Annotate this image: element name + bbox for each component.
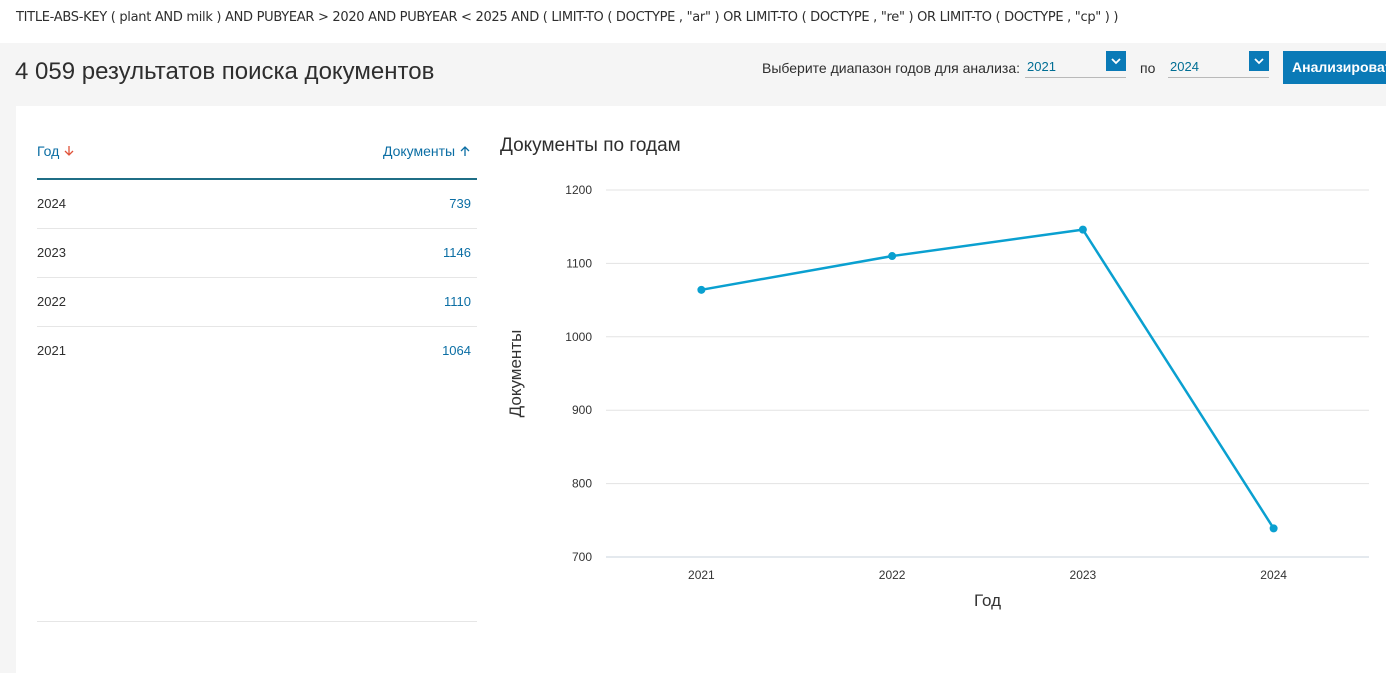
data-point bbox=[888, 252, 897, 261]
table-row: 2021 1064 bbox=[37, 326, 477, 375]
documents-by-year-chart: 700 800 900 1000 1100 1200 2021 2022 2023 2024 Год… bbox=[506, 183, 1369, 610]
table-row: 2023 1146 bbox=[37, 228, 477, 278]
y-tick-label: 700 bbox=[572, 550, 592, 564]
search-query: TITLE-ABS-KEY ( plant AND milk ) AND PUB… bbox=[16, 10, 1119, 25]
row-count-link[interactable]: 739 bbox=[449, 196, 471, 211]
y-tick-label: 1200 bbox=[565, 183, 592, 197]
y-tick-label: 800 bbox=[572, 477, 592, 491]
table-row: 2022 1110 bbox=[37, 277, 477, 327]
data-point bbox=[1078, 225, 1087, 234]
series-line bbox=[701, 228, 1275, 530]
year-from-select[interactable]: 2021 bbox=[1025, 51, 1126, 78]
y-axis-title: Документы bbox=[506, 330, 525, 418]
year-from-value: 2021 bbox=[1027, 59, 1056, 74]
x-axis-title: Год bbox=[974, 591, 1001, 610]
x-tick-label: 2021 bbox=[688, 568, 715, 582]
data-point bbox=[697, 285, 706, 294]
page-title: 4 059 результатов поиска документов bbox=[15, 58, 435, 85]
row-count-link[interactable]: 1064 bbox=[442, 343, 471, 358]
y-tick-label: 1000 bbox=[565, 330, 592, 344]
row-count-link[interactable]: 1146 bbox=[443, 245, 471, 260]
year-to-value: 2024 bbox=[1170, 59, 1199, 74]
x-tick-label: 2024 bbox=[1260, 568, 1287, 582]
table-row: 2024 739 bbox=[37, 179, 477, 229]
arrow-up-icon bbox=[460, 146, 470, 156]
row-count-link[interactable]: 1110 bbox=[444, 294, 471, 309]
year-to-select[interactable]: 2024 bbox=[1168, 51, 1269, 78]
chevron-down-icon[interactable] bbox=[1249, 51, 1269, 71]
row-year: 2022 bbox=[37, 294, 66, 309]
data-point bbox=[1269, 524, 1278, 533]
row-year: 2021 bbox=[37, 343, 66, 358]
row-year: 2024 bbox=[37, 196, 66, 211]
year-range-label: Выберите диапазон годов для анализа: bbox=[762, 60, 1020, 76]
row-year: 2023 bbox=[37, 245, 66, 260]
table-bottom-divider bbox=[37, 621, 477, 622]
arrow-down-icon bbox=[64, 146, 74, 156]
table-header: Год Документы bbox=[37, 143, 477, 180]
sort-docs-header[interactable]: Документы bbox=[383, 143, 471, 159]
analyze-button[interactable]: Анализировать bbox=[1283, 51, 1386, 84]
x-tick-label: 2023 bbox=[1070, 568, 1097, 582]
y-tick-label: 1100 bbox=[566, 256, 592, 270]
analysis-card bbox=[16, 106, 1386, 673]
x-tick-label: 2022 bbox=[879, 568, 906, 582]
docs-column-label: Документы bbox=[382, 143, 456, 159]
sort-year-header[interactable]: Год bbox=[37, 143, 75, 159]
chevron-down-icon[interactable] bbox=[1106, 51, 1126, 71]
year-column-label: Год bbox=[37, 143, 60, 159]
chart-title: Документы по годам bbox=[500, 135, 681, 156]
y-tick-label: 900 bbox=[572, 403, 592, 417]
year-to-label: по bbox=[1140, 60, 1156, 76]
